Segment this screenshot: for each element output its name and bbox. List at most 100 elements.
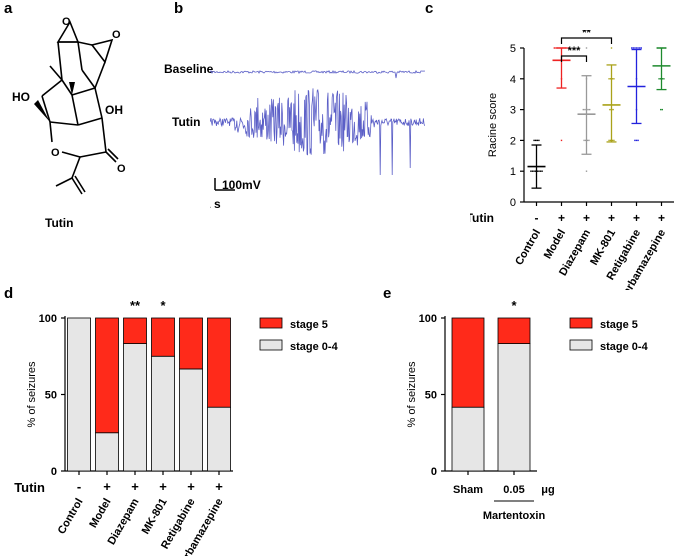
data-point [535, 170, 537, 172]
data-point [661, 78, 663, 80]
data-point [637, 139, 639, 142]
tutin-sign: + [159, 479, 167, 494]
data-point [613, 139, 615, 142]
data-point [612, 108, 614, 111]
group-label: Martentoxin [483, 510, 546, 522]
data-point [538, 170, 540, 172]
category-label: 0.05 [503, 484, 524, 496]
tutin-sign: + [558, 211, 565, 225]
data-point [611, 139, 613, 142]
data-point [533, 139, 535, 142]
y-tick-label: 100 [419, 313, 437, 325]
data-point [530, 170, 532, 172]
legend-label: stage 5 [600, 319, 638, 331]
legend-swatch [569, 339, 593, 351]
data-point [610, 47, 613, 49]
tutin-sign: + [583, 211, 590, 225]
bar-segment [497, 317, 531, 344]
data-point [586, 139, 588, 142]
data-point [531, 170, 534, 172]
data-point [536, 139, 538, 142]
bar-segment [151, 355, 175, 472]
bar-segment [123, 343, 147, 472]
data-point [613, 78, 615, 80]
panel-letter-c: c [425, 0, 434, 17]
tutin-trace [210, 88, 425, 176]
data-point [585, 139, 587, 142]
significance-label: * [160, 298, 166, 313]
atom-o-carbonyl: O [117, 163, 126, 175]
data-point [634, 47, 636, 49]
data-point [560, 139, 563, 142]
category-label: Control [56, 497, 86, 537]
molecule-caption: Tutin [45, 216, 73, 230]
molecule-bonds [41, 20, 119, 195]
significance-label: * [511, 298, 517, 313]
scale-bar [214, 178, 235, 191]
bar-segment [497, 343, 531, 472]
baseline-trace [210, 69, 426, 79]
wedge-bond-ho [34, 100, 50, 122]
atom-o-lactone: O [51, 147, 60, 159]
data-point [609, 108, 611, 111]
tutin-row-label: Tutin [470, 211, 494, 225]
trace-label-tutin: Tutin [172, 115, 201, 129]
bar-segment [451, 406, 485, 472]
significance-bracket [560, 37, 613, 44]
data-point [535, 139, 537, 142]
y-tick-label: 2 [510, 135, 516, 147]
data-point [635, 47, 638, 49]
y-axis-label: Racine score [487, 93, 499, 157]
data-point [539, 170, 542, 172]
seizure-stage-chart-e: 0 50 100 % of seizures Sham * 0.05 stage 5 stage… [406, 298, 649, 522]
data-point [637, 47, 639, 49]
scale-bar-voltage: 100mV [222, 178, 261, 192]
atom-ho: HO [12, 90, 30, 104]
panel-letter-a: a [4, 0, 13, 17]
category-label: Sham [453, 484, 483, 496]
data-point [585, 47, 588, 49]
panel-letter-d: d [4, 285, 14, 302]
eeg-traces: 100mV 1 s [210, 69, 426, 210]
category-label: Control [513, 228, 543, 268]
data-point [635, 139, 638, 142]
y-tick-label: 1 [510, 166, 516, 178]
data-point [533, 170, 535, 172]
data-point [538, 139, 540, 142]
data-point [589, 108, 591, 111]
significance-label: ** [582, 30, 591, 39]
bar-segment [95, 317, 119, 434]
data-point [588, 139, 590, 142]
data-point [582, 108, 584, 111]
tutin-sign: + [131, 479, 139, 494]
legend-swatch [569, 317, 593, 329]
category-label: Model [542, 228, 568, 262]
y-tick-label: 3 [510, 105, 516, 117]
bar-segment [451, 317, 485, 408]
atom-o-right: O [112, 29, 121, 41]
data-point [536, 170, 538, 172]
data-point [611, 78, 613, 80]
category-label: MK-801 [140, 497, 170, 537]
data-point [583, 139, 585, 142]
trace-label-baseline: Baseline [164, 62, 214, 76]
atom-oh: OH [105, 103, 123, 117]
data-point [640, 47, 642, 49]
data-point [660, 78, 662, 80]
y-tick-label: 50 [45, 390, 57, 402]
category-label: Model [87, 497, 113, 531]
data-point [585, 170, 588, 172]
bar-segment [179, 317, 203, 370]
legend-swatch [259, 339, 283, 351]
tutin-molecule-structure: O O HO OH O O Tutin [12, 16, 126, 230]
bar-segment [95, 432, 119, 472]
legend-label: stage 0-4 [290, 341, 339, 353]
y-tick-label: 0 [51, 466, 57, 478]
tutin-sign: + [658, 211, 665, 225]
legend-label: stage 5 [290, 319, 328, 331]
tutin-sign: + [187, 479, 195, 494]
tutin-sign: + [633, 211, 640, 225]
data-point [631, 47, 633, 49]
